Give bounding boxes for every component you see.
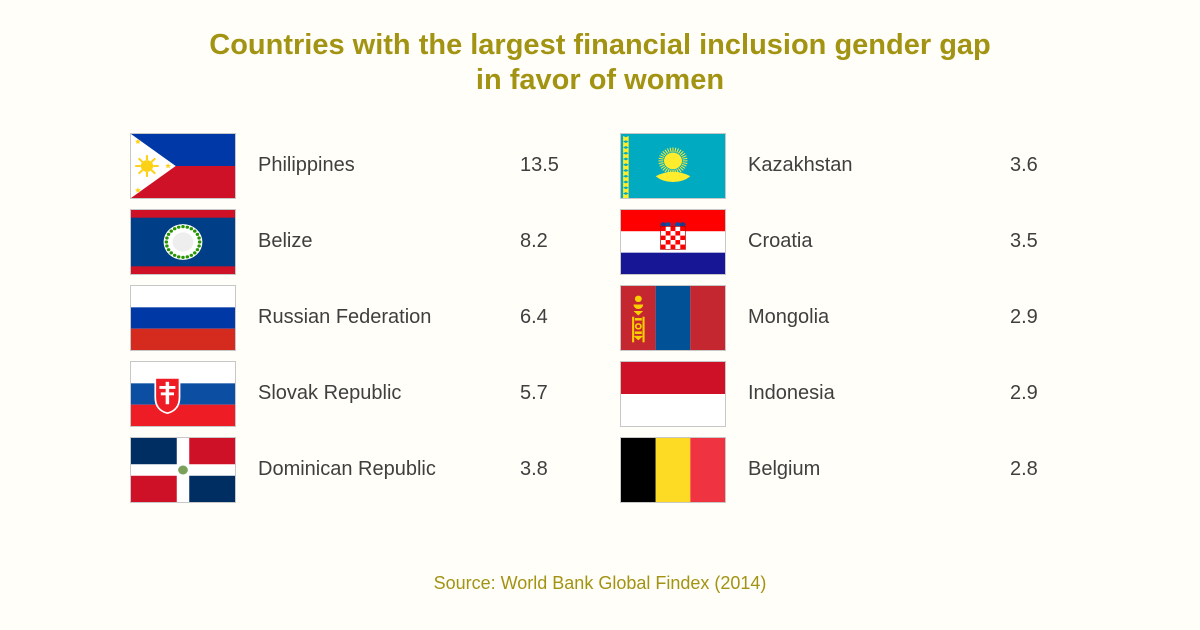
gap-value: 2.9 — [1010, 306, 1070, 329]
table-row: Croatia3.5 — [620, 204, 1070, 280]
country-name: Dominican Republic — [236, 458, 520, 481]
country-name: Belize — [236, 230, 520, 253]
table-row: Indonesia2.9 — [620, 356, 1070, 432]
gap-value: 3.5 — [1010, 230, 1070, 253]
table-row: Belize8.2 — [130, 204, 580, 280]
columns: Philippines13.5Belize8.2Russian Federati… — [0, 128, 1200, 508]
table-row: Philippines13.5 — [130, 128, 580, 204]
dominican-flag-icon — [130, 437, 236, 503]
gap-value: 13.5 — [520, 154, 580, 177]
page-title: Countries with the largest financial inc… — [0, 0, 1200, 98]
belize-flag-icon — [130, 209, 236, 275]
country-name: Croatia — [726, 230, 1010, 253]
country-name: Mongolia — [726, 306, 1010, 329]
country-name: Philippines — [236, 154, 520, 177]
croatia-flag-icon — [620, 209, 726, 275]
gap-value: 2.8 — [1010, 458, 1070, 481]
source-line: Source: World Bank Global Findex (2014) — [0, 573, 1200, 594]
mongolia-flag-icon — [620, 285, 726, 351]
belgium-flag-icon — [620, 437, 726, 503]
country-name: Indonesia — [726, 382, 1010, 405]
title-line-2: in favor of women — [476, 64, 724, 96]
column-left: Philippines13.5Belize8.2Russian Federati… — [130, 128, 580, 508]
gap-value: 2.9 — [1010, 382, 1070, 405]
indonesia-flag-icon — [620, 361, 726, 427]
country-name: Russian Federation — [236, 306, 520, 329]
table-row: Russian Federation6.4 — [130, 280, 580, 356]
table-row: Mongolia2.9 — [620, 280, 1070, 356]
table-row: Slovak Republic5.7 — [130, 356, 580, 432]
table-row: Dominican Republic3.8 — [130, 432, 580, 508]
country-name: Kazakhstan — [726, 154, 1010, 177]
gap-value: 8.2 — [520, 230, 580, 253]
column-right: Kazakhstan3.6Croatia3.5Mongolia2.9Indone… — [620, 128, 1070, 508]
table-row: Belgium2.8 — [620, 432, 1070, 508]
gap-value: 3.6 — [1010, 154, 1070, 177]
gap-value: 5.7 — [520, 382, 580, 405]
philippines-flag-icon — [130, 133, 236, 199]
russia-flag-icon — [130, 285, 236, 351]
country-name: Slovak Republic — [236, 382, 520, 405]
table-row: Kazakhstan3.6 — [620, 128, 1070, 204]
gap-value: 3.8 — [520, 458, 580, 481]
infographic-page: Countries with the largest financial inc… — [0, 0, 1200, 630]
country-name: Belgium — [726, 458, 1010, 481]
gap-value: 6.4 — [520, 306, 580, 329]
slovakia-flag-icon — [130, 361, 236, 427]
kazakhstan-flag-icon — [620, 133, 726, 199]
title-line-1: Countries with the largest financial inc… — [209, 29, 991, 61]
